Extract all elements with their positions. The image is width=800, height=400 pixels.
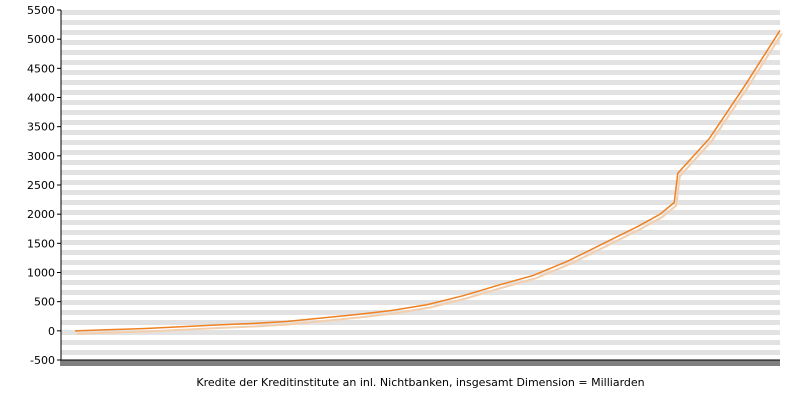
grid-band [61, 30, 780, 35]
y-axis-ticks: -500 0 500 1000 1500 2000 2500 3000 3500 4000 4500… [27, 4, 61, 367]
grid-band [61, 50, 780, 55]
grid-band [61, 110, 780, 115]
grid-band [61, 290, 780, 295]
y-tick-label: 2000 [27, 208, 55, 221]
y-tick-label: 1500 [27, 237, 55, 250]
grid-band [61, 130, 780, 135]
grid-band [61, 70, 780, 75]
grid-band [61, 340, 780, 345]
grid-band [61, 140, 780, 145]
grid-band [61, 250, 780, 255]
grid-band [61, 210, 780, 215]
x-axis-ticks [60, 360, 780, 366]
grid-band [61, 10, 780, 15]
y-tick-label: 2500 [27, 179, 55, 192]
grid-band [61, 330, 780, 335]
y-tick-label: 1000 [27, 267, 55, 280]
grid-band [61, 240, 780, 245]
y-tick-label: 4500 [27, 62, 55, 75]
grid-band [61, 310, 780, 315]
y-tick-label: 0 [48, 325, 55, 338]
grid-band [61, 120, 780, 125]
y-tick-label: 5000 [27, 33, 55, 46]
series-shadow [76, 32, 783, 335]
series-line [74, 30, 781, 332]
y-tick-label: -500 [30, 354, 55, 367]
y-tick-label: 3000 [27, 150, 55, 163]
grid-band [61, 200, 780, 205]
grid-bands [61, 10, 780, 355]
grid-band [61, 100, 780, 105]
grid-band [61, 280, 780, 285]
y-tick-label: 5500 [27, 4, 55, 17]
grid-band [61, 300, 780, 305]
grid-band [61, 320, 780, 325]
grid-band [61, 350, 780, 355]
grid-band [61, 90, 780, 95]
grid-band [61, 190, 780, 195]
y-tick-label: 3500 [27, 121, 55, 134]
grid-band [61, 20, 780, 25]
x-axis-label: Kredite der Kreditinstitute an inl. Nich… [196, 376, 644, 389]
grid-band [61, 80, 780, 85]
grid-band [61, 40, 780, 45]
grid-band [61, 170, 780, 175]
y-tick-label: 4000 [27, 92, 55, 105]
grid-band [61, 150, 780, 155]
y-tick-label: 500 [34, 296, 55, 309]
grid-band [61, 230, 780, 235]
grid-band [61, 220, 780, 225]
series-layer [74, 30, 783, 335]
grid-band [61, 160, 780, 165]
grid-band [61, 60, 780, 65]
grid-band [61, 270, 780, 275]
grid-band [61, 260, 780, 265]
grid-band [61, 180, 780, 185]
